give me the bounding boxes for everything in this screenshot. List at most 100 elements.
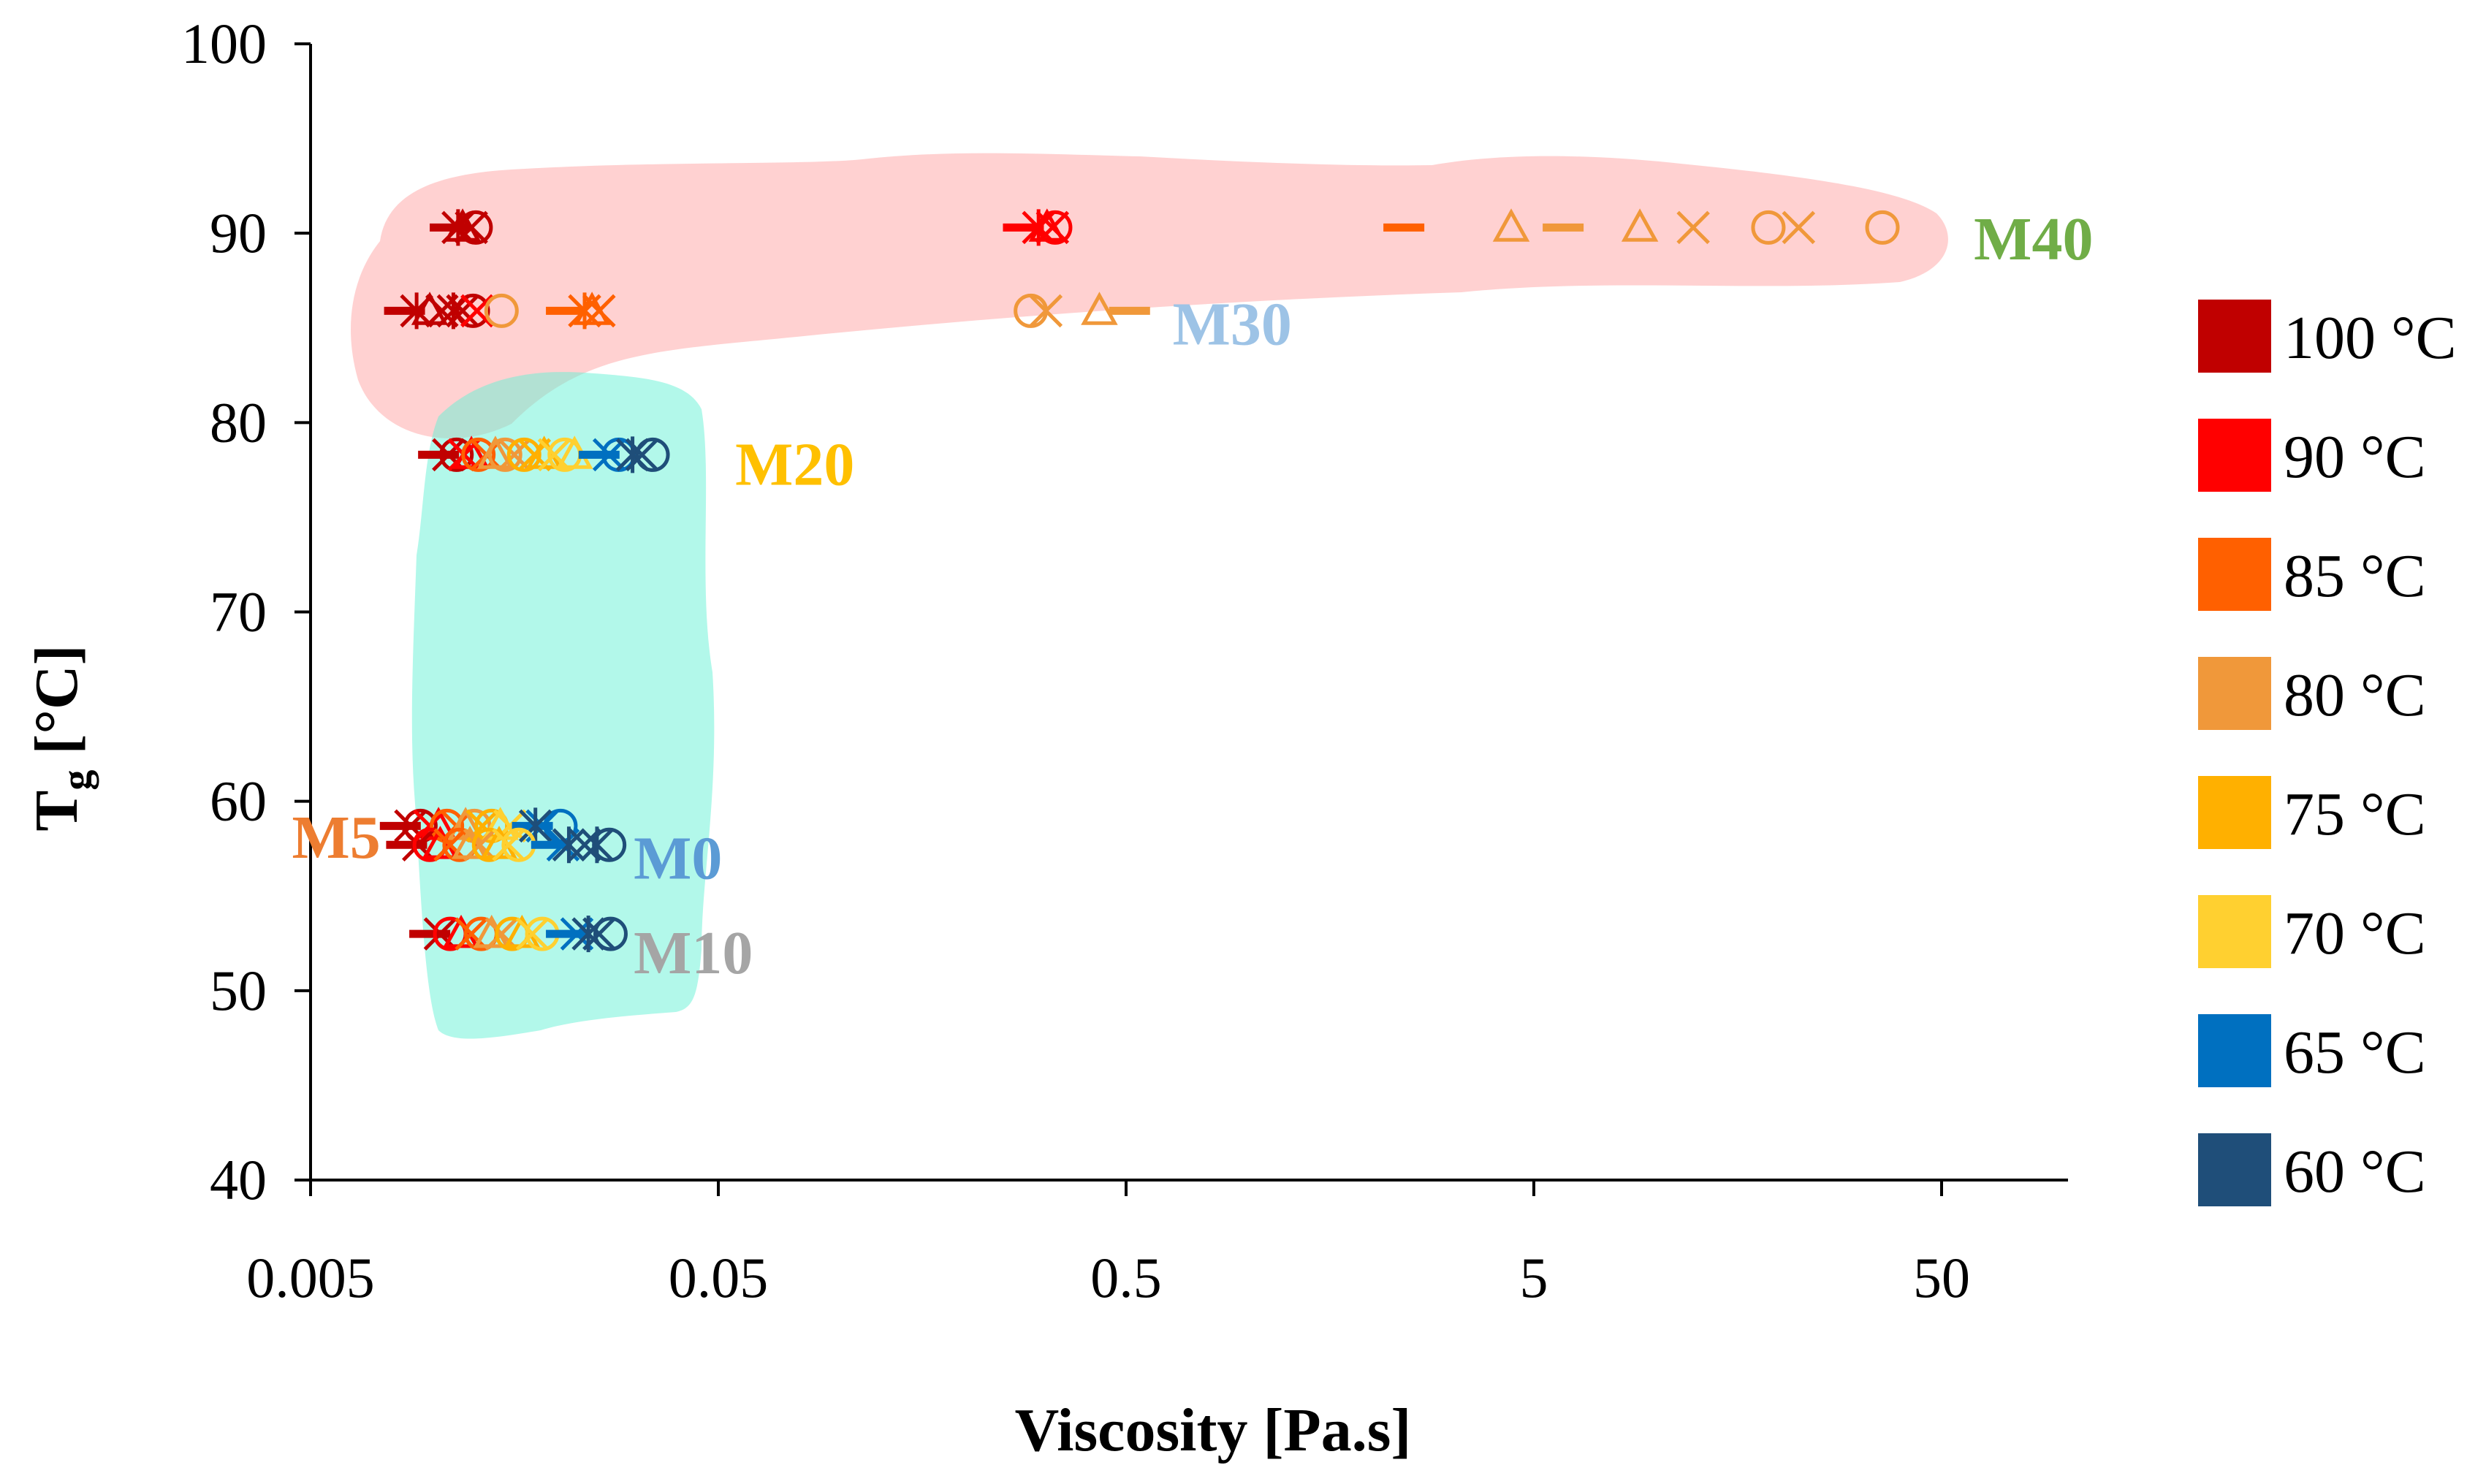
data-point-x: [1782, 210, 1816, 245]
legend-swatch: [2198, 657, 2271, 730]
legend-swatch: [2198, 1014, 2271, 1087]
legend-item: 75 °C: [2198, 776, 2426, 849]
y-tick-label: 80: [210, 390, 267, 454]
y-tick-label: 40: [210, 1148, 267, 1211]
group-label: M20: [735, 430, 854, 498]
legend-swatch: [2198, 538, 2271, 611]
legend-item: 60 °C: [2198, 1133, 2426, 1206]
data-point-x: [582, 917, 616, 951]
legend-swatch: [2198, 895, 2271, 968]
y-tick-label: 70: [210, 580, 267, 644]
y-tick-label: 50: [210, 959, 267, 1022]
data-point-circle: [1038, 210, 1073, 245]
data-point-x: [455, 917, 488, 951]
group-label: M10: [634, 919, 753, 987]
data-point-x: [625, 438, 659, 472]
group-labels-layer: M40 M30 M20 M5 M0 M10: [292, 205, 2093, 987]
x-tick-label: 0.005: [246, 1246, 375, 1309]
data-point-x: [463, 828, 497, 862]
group-label: M40: [1974, 205, 2093, 273]
x-tick-label: 50: [1913, 1246, 1970, 1309]
x-tick-label: 5: [1520, 1246, 1548, 1309]
data-point-x: [1029, 294, 1063, 328]
data-point-x: [460, 294, 494, 328]
y-tick-label: 100: [181, 12, 267, 75]
y-tick-label: 60: [210, 769, 267, 833]
data-point-triangle: [1621, 208, 1659, 242]
legend-swatch: [2198, 419, 2271, 492]
data-point-x: [492, 828, 525, 862]
ticks-layer: 40 50 60 70 80 90 100 0.005 0.05 0.5 5 50: [181, 12, 1970, 1309]
series-group: [484, 292, 1150, 328]
data-point-circle: [593, 916, 628, 951]
data-point-x: [1676, 210, 1710, 245]
legend-item: 100 °C: [2198, 300, 2457, 373]
series-group: [571, 916, 628, 953]
legend-label: 65 °C: [2284, 1019, 2426, 1087]
legend-label: 100 °C: [2284, 304, 2457, 372]
data-point-x: [455, 210, 488, 245]
data-point-star: [518, 807, 552, 845]
x-tick-label: 0.05: [669, 1246, 769, 1309]
series-group: [615, 436, 670, 473]
data-point-circle: [458, 210, 493, 245]
legend-item: 80 °C: [2198, 657, 2426, 730]
series-group: [473, 914, 519, 951]
data-point-circle: [439, 437, 474, 472]
data-point-star: [552, 826, 586, 864]
data-point-circle: [461, 437, 496, 472]
y-tick-label: 90: [210, 201, 267, 265]
series-group: [386, 828, 436, 862]
series-group: [546, 292, 616, 330]
data-point-x: [592, 438, 626, 472]
series-group: [409, 917, 457, 951]
legend-item: 65 °C: [2198, 1014, 2426, 1087]
data-point-x: [402, 828, 436, 862]
data-point-circle: [506, 437, 541, 472]
legend: 100 °C 90 °C 85 °C 80 °C 75 °C 70 °C 65 °C 60 °…: [2198, 300, 2457, 1206]
legend-label: 60 °C: [2284, 1138, 2426, 1206]
data-point-x: [568, 828, 601, 862]
legend-label: 80 °C: [2284, 661, 2426, 729]
legend-label: 85 °C: [2284, 542, 2426, 610]
data-point-circle: [455, 293, 490, 328]
group-label: M5: [292, 804, 380, 872]
data-point-x: [582, 294, 616, 328]
y-axis-title-sub: g: [54, 770, 99, 791]
data-point-circle: [592, 827, 627, 862]
data-point-circle: [484, 293, 519, 328]
y-axis-title: Tg [°C]: [23, 644, 99, 831]
data-point-circle: [487, 437, 522, 472]
group-label: M30: [1173, 291, 1292, 359]
markers-layer: [379, 208, 1900, 953]
data-point-x: [537, 438, 571, 472]
data-point-x: [515, 917, 550, 951]
legend-label: 70 °C: [2284, 899, 2426, 967]
series-group: [1492, 208, 1900, 245]
series-group: [418, 437, 474, 472]
series-group: [384, 292, 490, 330]
data-point-circle: [1865, 210, 1900, 245]
data-point-x: [423, 917, 457, 951]
series-group: [1003, 208, 1073, 246]
legend-item: 90 °C: [2198, 419, 2426, 492]
series-group: [518, 807, 552, 845]
legend-swatch: [2198, 300, 2271, 373]
data-point-x: [484, 917, 519, 951]
series-group: [451, 826, 497, 862]
series-group: [430, 208, 493, 246]
data-point-triangle: [1081, 292, 1118, 325]
data-point-circle: [1751, 210, 1786, 245]
series-group: [460, 294, 494, 328]
series-group: [455, 916, 498, 951]
legend-item: 70 °C: [2198, 895, 2426, 968]
data-point-x: [446, 294, 479, 328]
low-tg-region: [411, 372, 715, 1039]
legend-item: 85 °C: [2198, 538, 2426, 611]
y-axis-title-rest: [°C]: [23, 644, 91, 769]
data-point-circle: [635, 437, 670, 472]
data-point-triangle: [1492, 208, 1530, 242]
x-axis-title: Viscosity [Pa.s]: [1015, 1396, 1412, 1464]
x-tick-label: 0.5: [1090, 1246, 1162, 1309]
